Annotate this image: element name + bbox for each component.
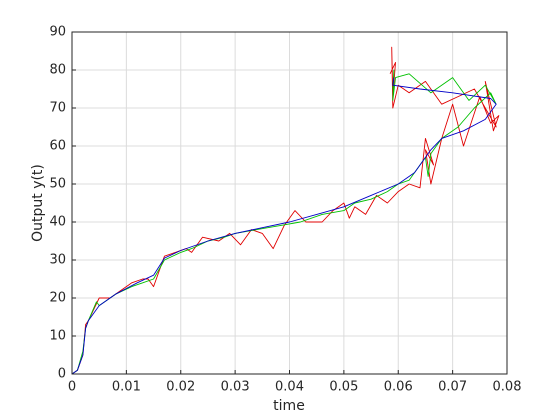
y-tick-label: 90 (49, 25, 66, 40)
x-tick-label: 0.06 (384, 380, 413, 395)
x-axis-label: time (273, 398, 305, 414)
y-tick-label: 0 (58, 367, 66, 382)
x-tick-label: 0.01 (112, 380, 141, 395)
y-tick-label: 20 (49, 291, 66, 306)
data-line (71, 46, 500, 375)
axes-box (71, 31, 508, 375)
x-tick-label: 0.02 (166, 380, 195, 395)
x-tick-label: 0.08 (493, 380, 522, 395)
y-tick-label: 50 (49, 177, 66, 192)
y-tick-label: 40 (49, 215, 66, 230)
x-tick-label: 0.04 (275, 380, 304, 395)
y-tick-label: 80 (49, 63, 66, 78)
y-tick-label: 70 (49, 101, 66, 116)
y-tick-label: 10 (49, 329, 66, 344)
x-tick-label: 0.03 (221, 380, 250, 395)
data-line (71, 77, 497, 375)
x-tick-label: 0.07 (438, 380, 467, 395)
x-tick-label: 0 (68, 380, 76, 395)
y-tick-label: 60 (49, 139, 66, 154)
x-tick-label: 0.05 (329, 380, 358, 395)
y-tick-label: 30 (49, 253, 66, 268)
y-axis-label: Output y(t) (30, 164, 46, 242)
